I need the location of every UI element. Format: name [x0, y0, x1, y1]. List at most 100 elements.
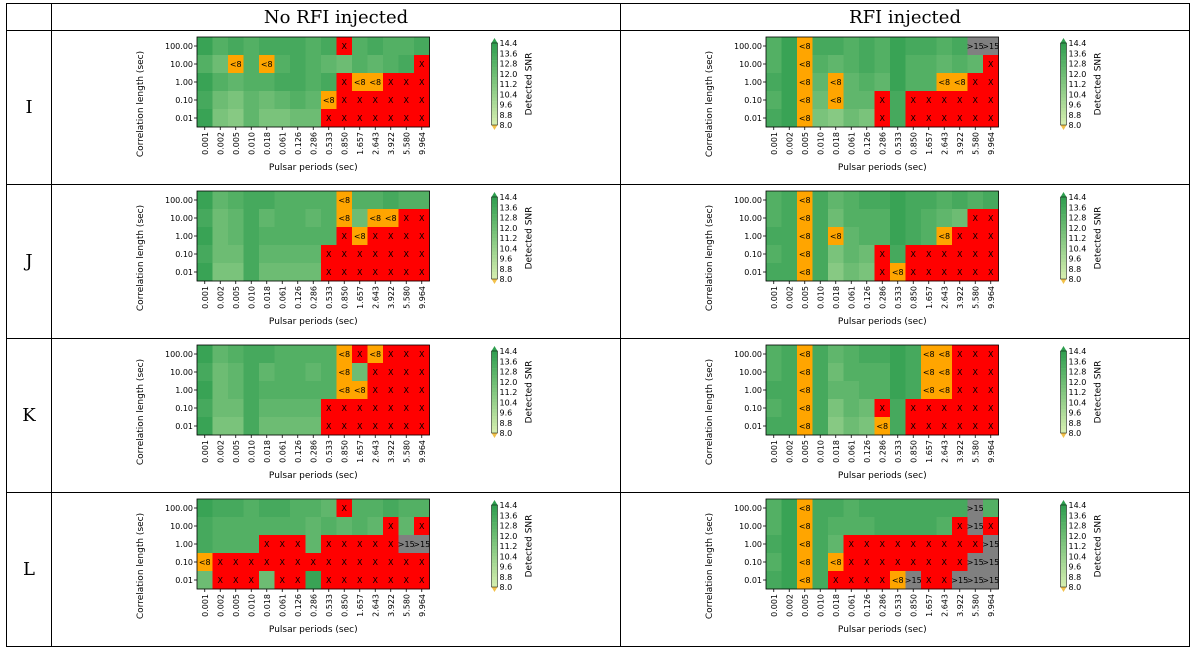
heatmap-cell [890, 209, 906, 228]
colorbar-segment [1060, 385, 1067, 389]
heatmap-cell [383, 73, 399, 92]
heatmap-cell [797, 535, 813, 554]
y-tick-label: 100.00 [734, 196, 762, 205]
heatmap-cell [967, 191, 984, 210]
colorbar-segment [491, 97, 498, 102]
cell-label: X [973, 368, 979, 377]
colorbar-tick-label: 8.8 [500, 419, 513, 428]
heatmap-cell [259, 399, 275, 418]
heatmap-cell [197, 55, 213, 74]
heatmap-cell [766, 345, 782, 364]
colorbar-segment [491, 528, 498, 533]
x-axis-label: Pulsar periods (sec) [269, 471, 358, 481]
heatmap-cell [305, 535, 322, 554]
heatmap-cell [212, 73, 229, 92]
colorbar-segment [1060, 210, 1067, 215]
heatmap-cell [414, 363, 430, 382]
y-tick-label: 1.00 [175, 232, 193, 241]
heatmap-cell [983, 499, 999, 518]
colorbar-segment [1060, 542, 1067, 547]
x-tick-label: 0.061 [847, 286, 856, 309]
heatmap-cell [259, 191, 275, 210]
heatmap-cell [983, 417, 999, 436]
cell-label: X [957, 114, 963, 123]
colorbar-segment [1060, 368, 1067, 372]
colorbar-tick-label: 13.6 [1069, 49, 1087, 58]
heatmap-cell [983, 535, 999, 554]
y-tick-label: 0.10 [175, 96, 193, 105]
colorbar-segment [491, 522, 498, 526]
heatmap-cell [828, 417, 844, 436]
heatmap-cell [352, 381, 368, 400]
heatmap-cell [243, 499, 260, 518]
cell-label: <8 [354, 232, 366, 241]
colorbar-tick-label: 12.0 [500, 378, 518, 387]
heatmap-cell [336, 263, 353, 282]
colorbar-segment [491, 101, 498, 105]
heatmap-cell [874, 363, 891, 382]
colorbar-tick-label: 12.8 [500, 368, 518, 377]
heatmap-cell [321, 109, 337, 128]
y-tick-label: 0.10 [744, 404, 762, 413]
cell-label: X [311, 558, 317, 567]
cell-label: X [388, 368, 394, 377]
cell-label: X [942, 404, 948, 413]
heatmap-cell [367, 263, 384, 282]
heatmap-chart: <8 <8 <8 X X X<8 <8 <8 X X X<8 <8 <8 X X X<8 X X X X X X X<8 <8… [705, 344, 1104, 481]
x-tick-label: 0.286 [309, 286, 318, 309]
colorbar-tick-label: 8.8 [500, 265, 513, 274]
cell-label: X [880, 558, 886, 567]
heatmap-cell [352, 91, 368, 110]
heatmap-cell [766, 91, 782, 110]
colorbar-label: Detected SNR [525, 53, 535, 116]
colorbar-segment [1060, 398, 1067, 403]
cell-label: <8 [799, 350, 811, 359]
heatmap-cell [383, 499, 399, 518]
cell-label: X [419, 96, 425, 105]
heatmap-cell [383, 191, 399, 210]
cell-label: X [911, 404, 917, 413]
x-tick-label: 9.964 [418, 286, 427, 309]
heatmap-cell [936, 55, 953, 74]
heatmap-chart: <8<8 X X<8 <8 <8 X X X<8 X X X X X X X<8 X <8 X X X X X X100.0… [705, 190, 1104, 327]
heatmap-cell [228, 345, 244, 364]
heatmap-cell [781, 381, 798, 400]
cell-label: <8 [338, 350, 350, 359]
heatmap-cell [797, 55, 813, 74]
colorbar-tick-label: 9.6 [500, 563, 513, 572]
cell-label: X [388, 540, 394, 549]
heatmap-cell [383, 399, 399, 418]
heatmap-cell [212, 55, 229, 74]
cell-label: X [404, 350, 410, 359]
y-tick-label: 10.00 [739, 368, 762, 377]
x-tick-label: 0.005 [801, 286, 810, 309]
heatmap-cell [243, 363, 260, 382]
cell-label: <8 [338, 368, 350, 377]
colorbar-segment [1060, 234, 1067, 239]
cell-label: X [373, 114, 379, 123]
cell-label: X [942, 576, 948, 585]
heatmap-cell [905, 553, 922, 572]
cell-label: X [419, 232, 425, 241]
heatmap-cell [259, 345, 275, 364]
row-label: K [6, 338, 52, 493]
heatmap-cell [398, 363, 415, 382]
x-tick-label: 2.643 [371, 440, 380, 463]
colorbar-segment [491, 429, 498, 434]
colorbar-tick-label: 13.6 [500, 357, 518, 366]
heatmap-cell [874, 345, 891, 364]
heatmap-cell [781, 109, 798, 128]
heatmap-cell [781, 535, 798, 554]
cell-label: X [419, 114, 425, 123]
heatmap-chart: <8 X <8 X X X<8 X X X X<8 <8 X X X XX X X X X X XX X X X X X X100.… [136, 344, 535, 481]
colorbar-segment [1060, 73, 1067, 78]
cell-label: X [388, 232, 394, 241]
colorbar-segment [1060, 392, 1067, 396]
cell-label: X [357, 268, 363, 277]
colorbar-segment [1060, 381, 1067, 386]
heatmap-cell [321, 263, 337, 282]
heatmap-cell [243, 381, 260, 400]
x-tick-label: 0.001 [770, 286, 779, 309]
heatmap-cell [936, 345, 953, 364]
cell-label: X [218, 576, 224, 585]
